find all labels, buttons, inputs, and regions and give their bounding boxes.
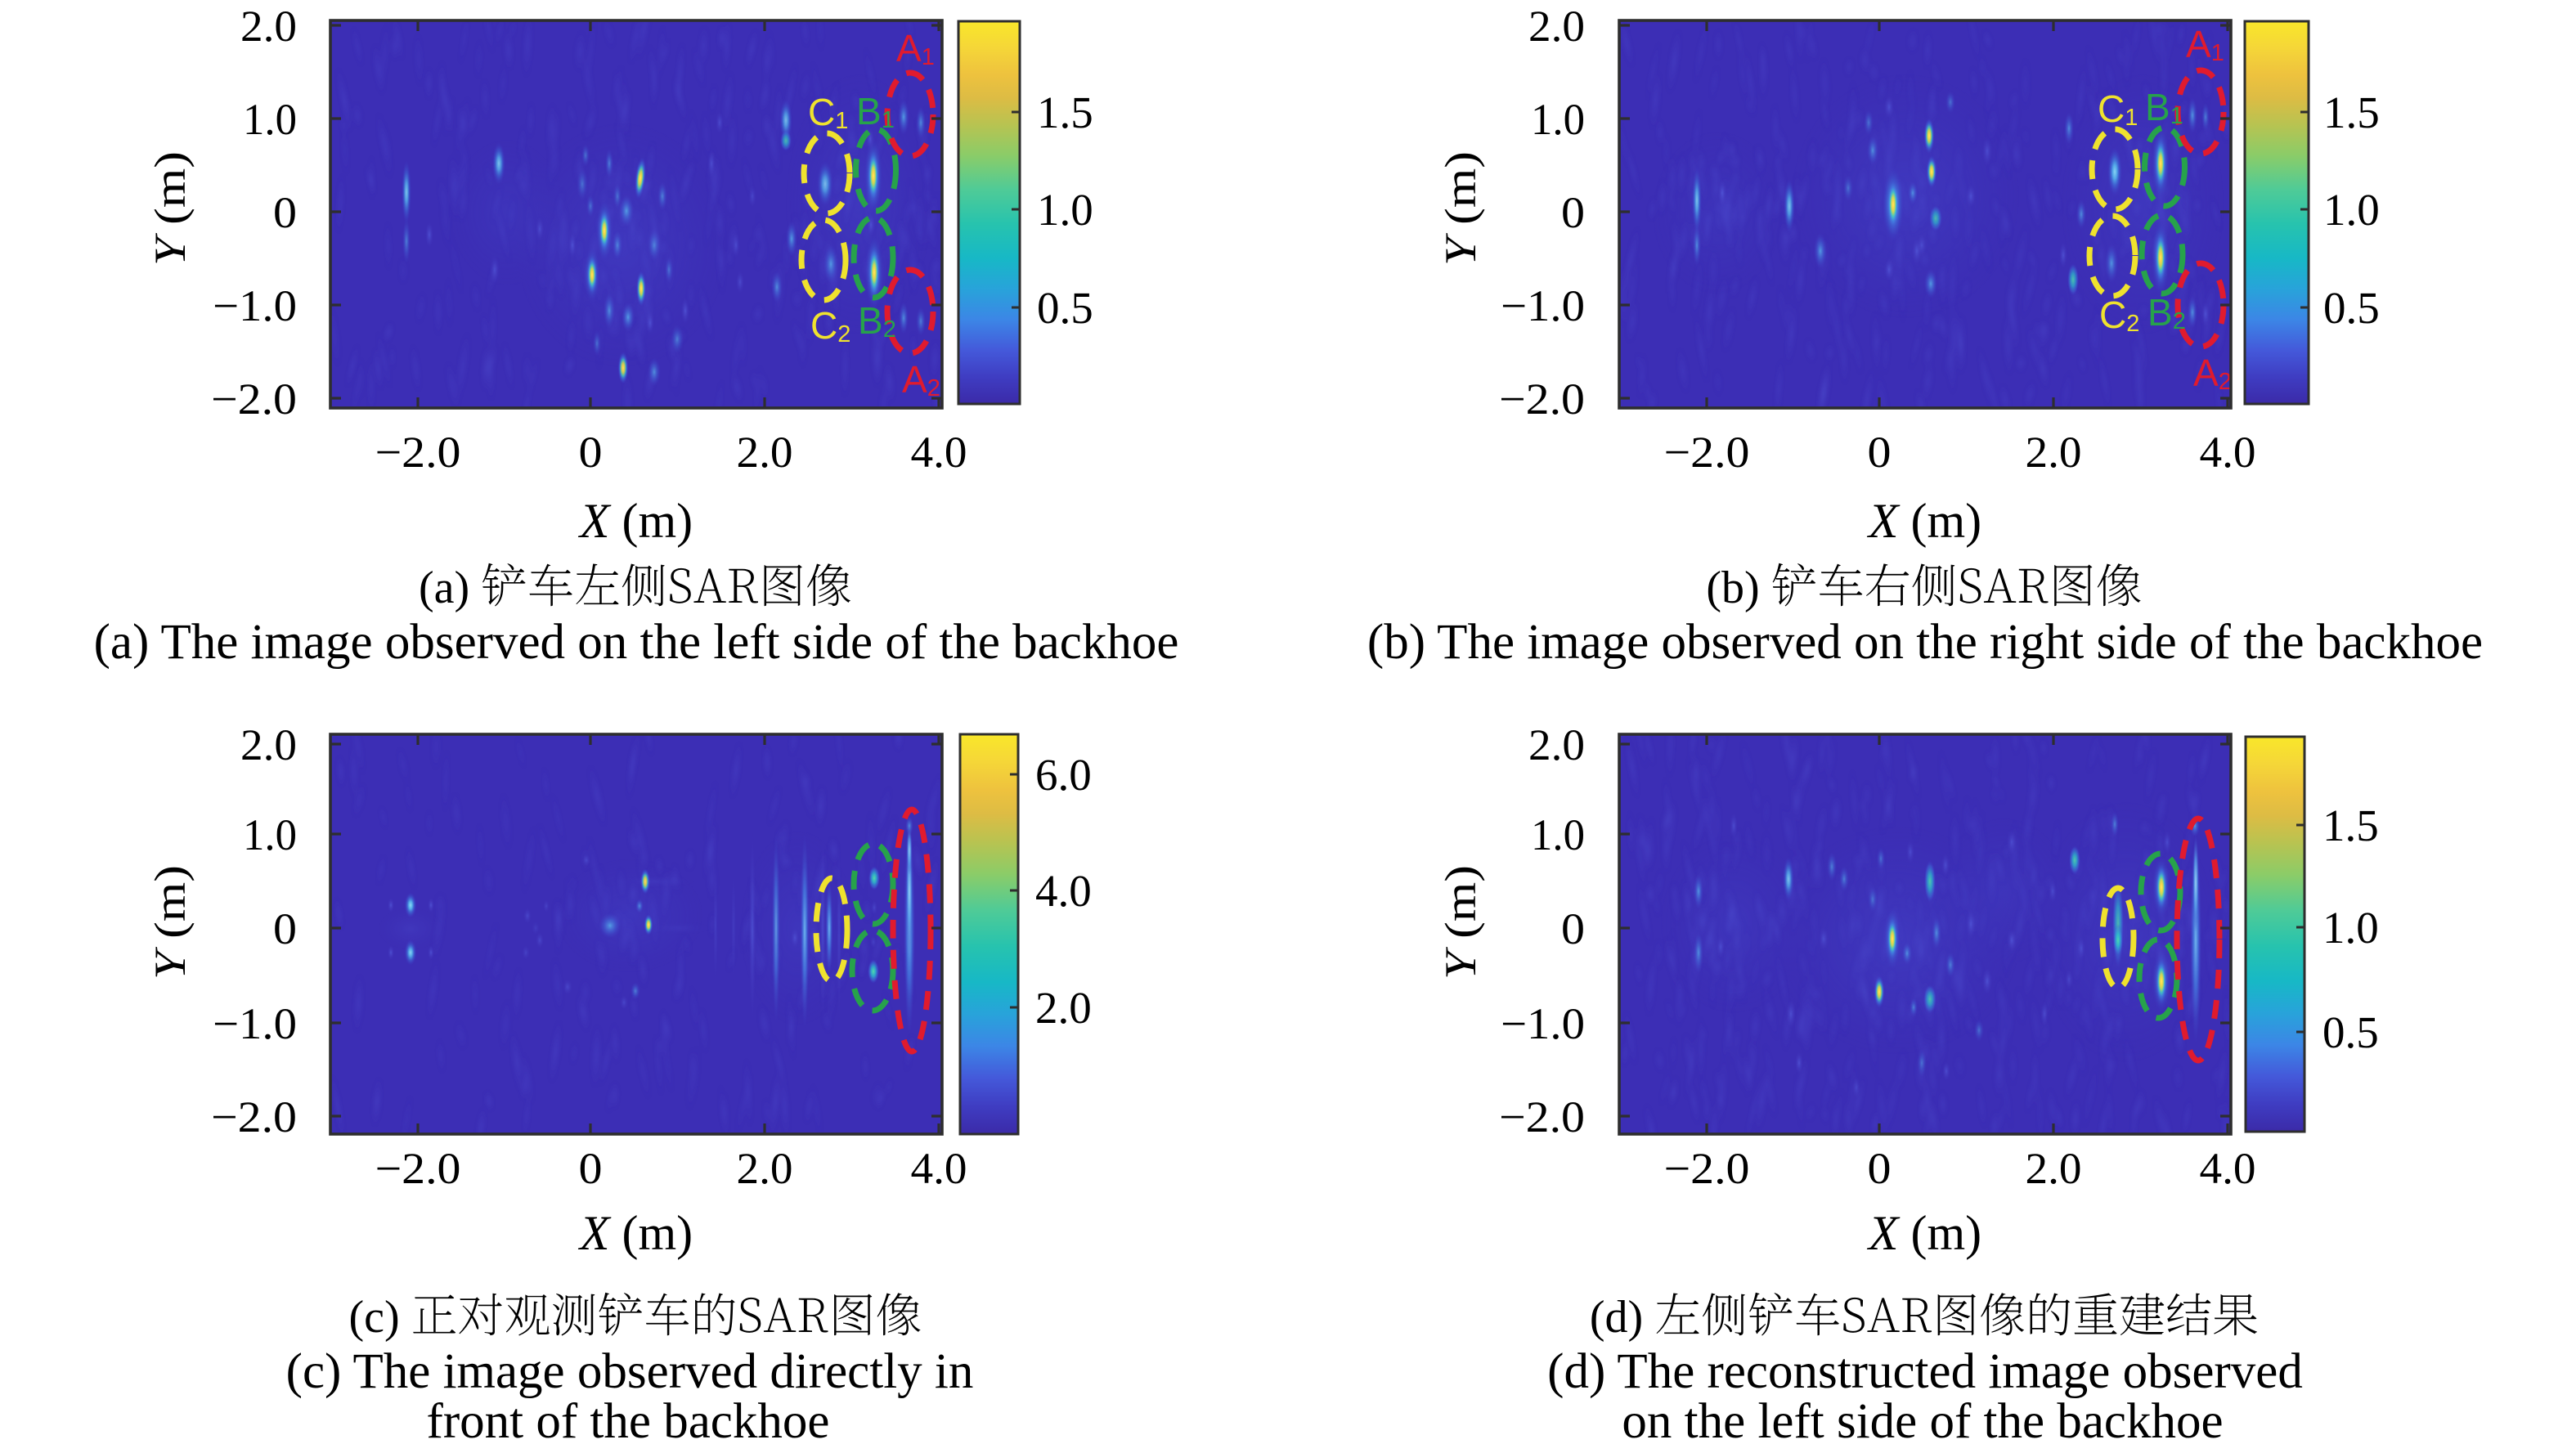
svg-text:(d): (d) <box>1590 1292 1643 1343</box>
svg-text:1.0: 1.0 <box>243 810 297 859</box>
svg-text:2.0: 2.0 <box>1035 983 1092 1033</box>
svg-text:A1: A1 <box>896 27 935 70</box>
svg-text:(b) The image observed on the: (b) The image observed on the right side… <box>1367 615 2483 670</box>
svg-text:4.0: 4.0 <box>2200 428 2256 477</box>
svg-text:−1.0: −1.0 <box>1501 999 1585 1048</box>
svg-text:−1.0: −1.0 <box>213 281 297 330</box>
svg-text:(b): (b) <box>1706 563 1759 613</box>
svg-text:0.5: 0.5 <box>1037 283 1093 333</box>
svg-text:Y (m): Y (m) <box>1436 865 1485 980</box>
svg-text:−2.0: −2.0 <box>1499 374 1585 424</box>
svg-text:front of the backhoe: front of the backhoe <box>427 1394 830 1449</box>
svg-text:2.0: 2.0 <box>240 720 297 769</box>
svg-text:on the left side of the backho: on the left side of the backhoe <box>1622 1394 2223 1449</box>
svg-text:2.0: 2.0 <box>1528 720 1585 769</box>
svg-text:(c): (c) <box>349 1292 400 1343</box>
svg-text:0: 0 <box>273 188 297 237</box>
svg-text:−2.0: −2.0 <box>211 1092 297 1141</box>
svg-text:1.0: 1.0 <box>243 95 297 144</box>
svg-text:X (m): X (m) <box>1867 1206 1981 1260</box>
svg-text:−2.0: −2.0 <box>1499 1092 1585 1141</box>
svg-text:Y (m): Y (m) <box>1436 151 1485 266</box>
svg-text:0: 0 <box>579 428 603 477</box>
svg-text:6.0: 6.0 <box>1035 750 1092 800</box>
svg-text:1.5: 1.5 <box>1037 87 1093 137</box>
svg-text:4.0: 4.0 <box>911 1144 967 1193</box>
svg-text:4.0: 4.0 <box>2200 1144 2256 1193</box>
svg-text:4.0: 4.0 <box>911 428 967 477</box>
svg-text:X (m): X (m) <box>1867 494 1981 548</box>
svg-text:2.0: 2.0 <box>737 1144 793 1193</box>
svg-text:0: 0 <box>1561 904 1585 953</box>
svg-text:1.5: 1.5 <box>2323 87 2380 137</box>
svg-text:X (m): X (m) <box>578 494 693 548</box>
svg-text:1.0: 1.0 <box>1531 810 1585 859</box>
svg-text:−2.0: −2.0 <box>1664 428 1750 477</box>
svg-text:B1: B1 <box>2145 86 2183 129</box>
svg-text:0: 0 <box>1561 188 1585 237</box>
svg-text:−1.0: −1.0 <box>1501 281 1585 330</box>
svg-text:2.0: 2.0 <box>737 428 793 477</box>
svg-text:1.0: 1.0 <box>2323 185 2380 235</box>
svg-text:0: 0 <box>273 904 297 953</box>
svg-text:Y (m): Y (m) <box>146 151 195 266</box>
svg-text:−2.0: −2.0 <box>211 374 297 424</box>
svg-text:2.0: 2.0 <box>2026 428 2082 477</box>
svg-text:(a): (a) <box>419 563 469 613</box>
svg-text:0: 0 <box>1868 428 1892 477</box>
svg-text:−2.0: −2.0 <box>1664 1144 1750 1193</box>
svg-text:0.5: 0.5 <box>2322 1007 2379 1057</box>
svg-text:Y (m): Y (m) <box>146 865 195 980</box>
svg-text:−1.0: −1.0 <box>213 999 297 1048</box>
svg-text:X (m): X (m) <box>578 1206 693 1260</box>
svg-text:1.0: 1.0 <box>1531 95 1585 144</box>
svg-text:(c) The image observed directl: (c) The image observed directly in <box>286 1344 974 1399</box>
svg-text:2.0: 2.0 <box>240 2 297 51</box>
svg-text:2.0: 2.0 <box>1528 2 1585 51</box>
svg-text:0: 0 <box>1868 1144 1892 1193</box>
svg-text:(a) The image observed on the: (a) The image observed on the left side … <box>94 615 1179 670</box>
svg-text:−2.0: −2.0 <box>375 428 461 477</box>
svg-text:0.5: 0.5 <box>2323 283 2380 333</box>
svg-text:(d) The reconstructed image ob: (d) The reconstructed image observed <box>1547 1344 2303 1399</box>
svg-text:1.0: 1.0 <box>1037 185 1093 235</box>
svg-text:0: 0 <box>579 1144 603 1193</box>
svg-text:1.5: 1.5 <box>2322 800 2379 850</box>
svg-text:2.0: 2.0 <box>2026 1144 2082 1193</box>
svg-text:4.0: 4.0 <box>1035 866 1092 916</box>
svg-text:−2.0: −2.0 <box>375 1144 461 1193</box>
svg-text:1.0: 1.0 <box>2322 903 2379 953</box>
